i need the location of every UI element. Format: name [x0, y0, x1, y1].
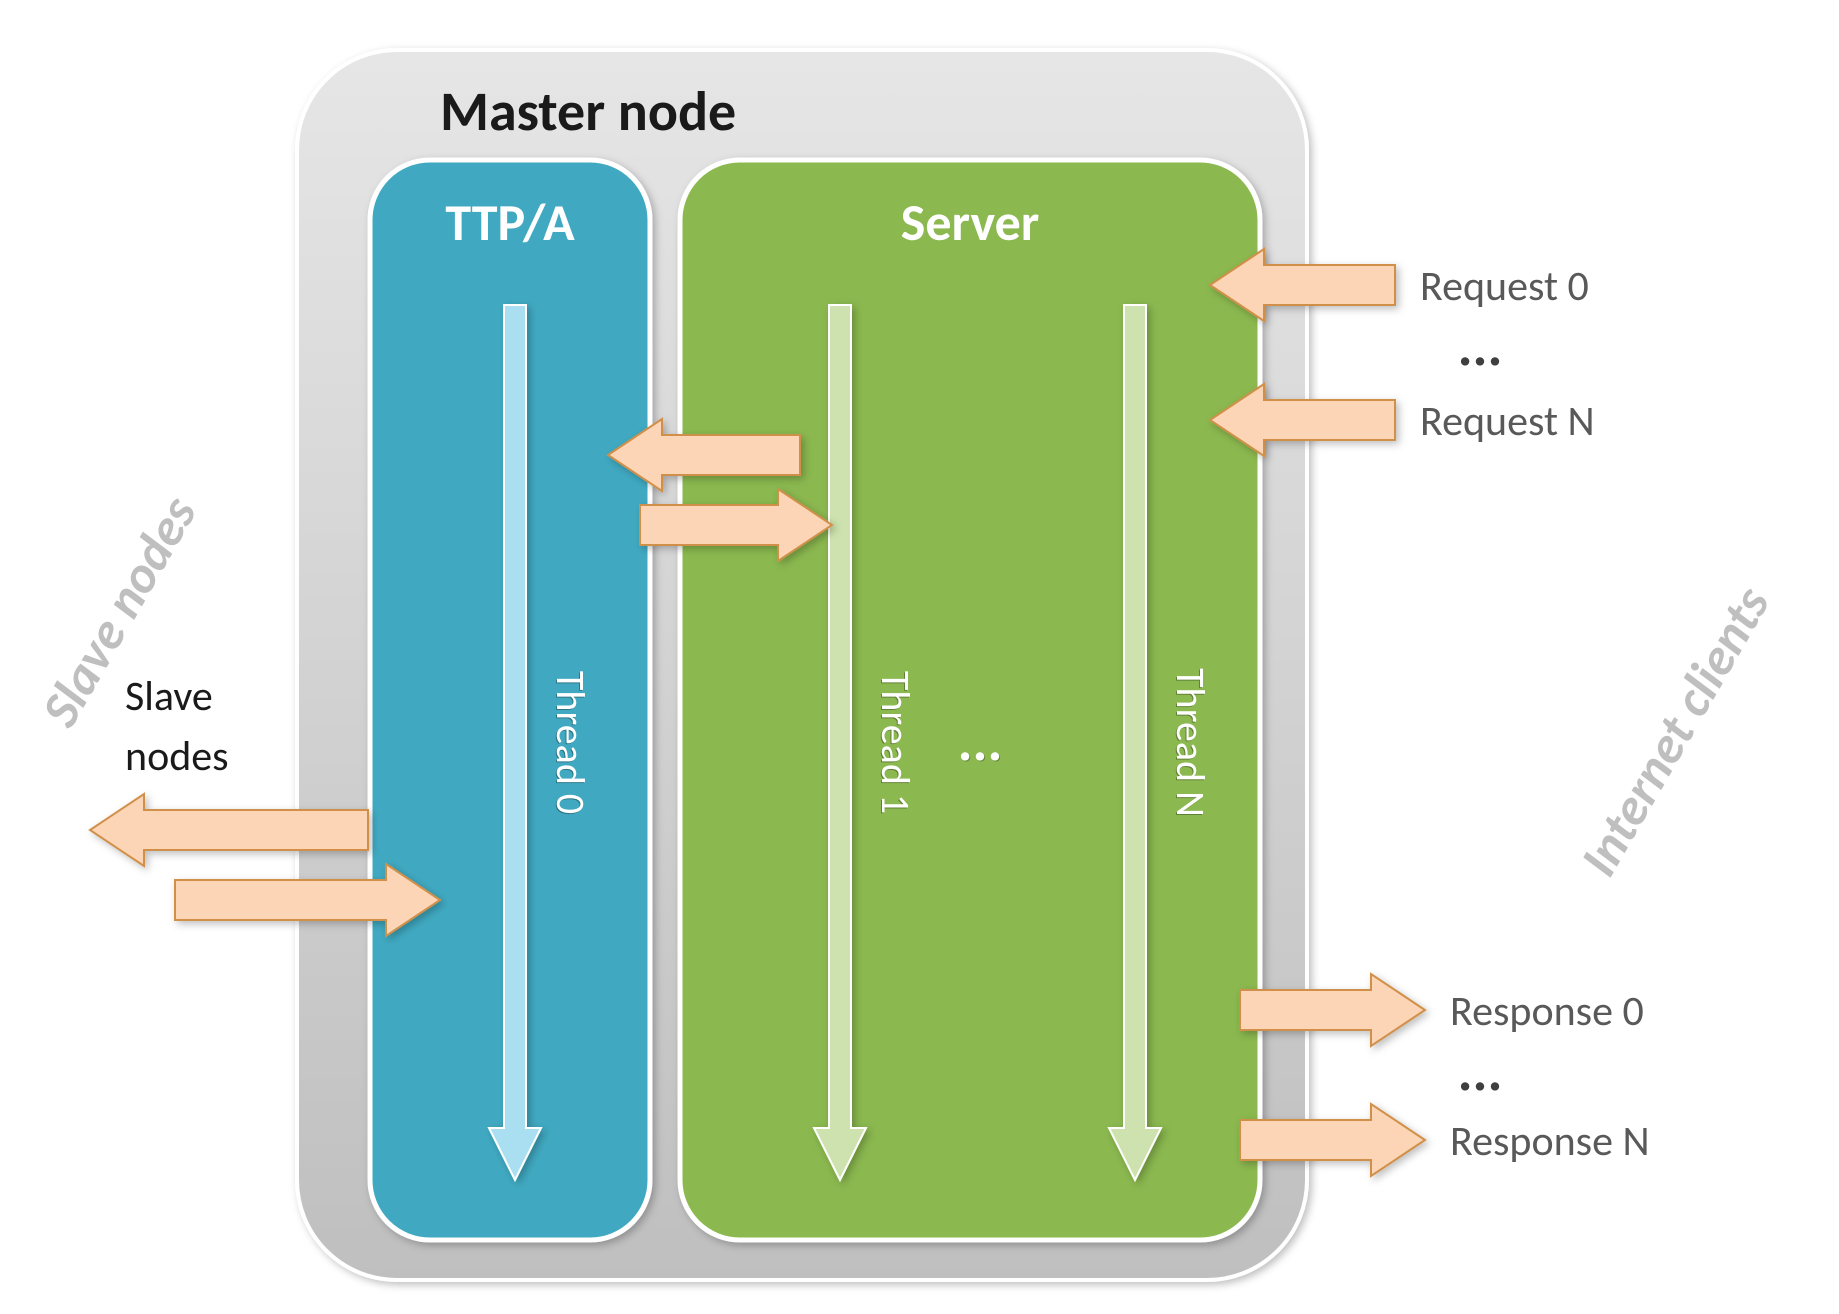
- respN-lbl: Response N: [1450, 1116, 1650, 1167]
- reqN-lbl: Request N: [1420, 396, 1595, 447]
- resp-ell: ...: [1458, 1038, 1503, 1106]
- slave-nodes-label-line1: Slave: [125, 671, 213, 722]
- thread-1-label: Thread 1: [871, 671, 920, 814]
- req-ell: ...: [1458, 313, 1503, 381]
- master-node-title: Master node: [440, 78, 736, 146]
- internet-clients-side-label: Internet clients: [1566, 575, 1783, 887]
- server-threads-ellipsis: ...: [958, 708, 1003, 776]
- resp0-lbl: Response 0: [1450, 986, 1644, 1037]
- req0-lbl: Request 0: [1420, 261, 1589, 312]
- thread-0-label: Thread 0: [546, 671, 595, 814]
- thread-n-label: Thread N: [1166, 668, 1215, 817]
- ttpa-title: TTP/A: [445, 190, 575, 254]
- server-title: Server: [901, 190, 1039, 254]
- slave-nodes-label-line2: nodes: [125, 731, 229, 782]
